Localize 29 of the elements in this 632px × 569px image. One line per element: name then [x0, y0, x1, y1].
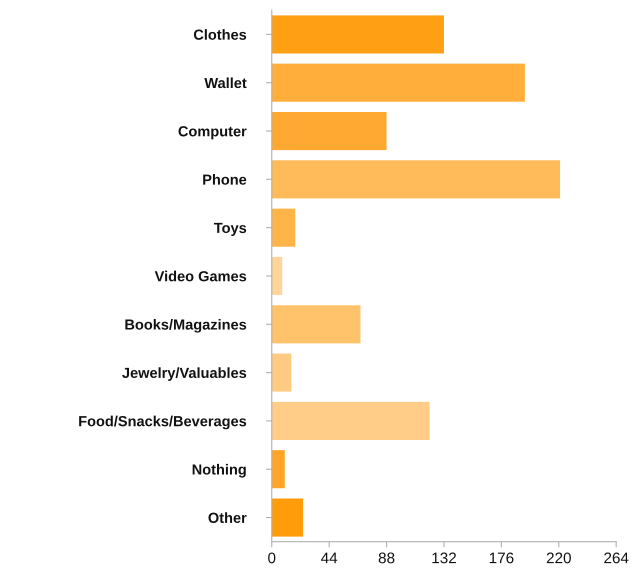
y-tick-label: Nothing: [192, 464, 246, 478]
y-tick-label: Wallet: [204, 77, 247, 88]
y-tick-label: Books/Magazines: [125, 318, 246, 333]
y-tick-label: Video Games: [154, 270, 246, 282]
y-tick-label: Jewelry/Valuables: [122, 367, 246, 381]
bar: [272, 450, 285, 488]
x-tick-label: 88: [378, 552, 394, 564]
y-tick-label: Clothes: [194, 29, 246, 40]
bar: [272, 256, 282, 296]
y-tick-label: Computer: [178, 126, 247, 140]
bar: [272, 354, 292, 392]
x-tick-label: 220: [546, 552, 571, 564]
x-tick-label: 176: [490, 552, 514, 564]
bar: [272, 64, 525, 102]
bar: [272, 208, 296, 247]
bar: [272, 160, 560, 198]
x-tick-label: 44: [321, 552, 338, 564]
bar: [272, 15, 444, 54]
y-tick-label: Phone: [203, 174, 246, 185]
y-tick-label: Food/Snacks/Beverages: [79, 416, 246, 430]
x-tick-label: 0: [268, 552, 276, 564]
y-tick-label: Other: [208, 512, 247, 523]
bar: [272, 402, 430, 440]
bar: [272, 498, 304, 537]
x-tick-label: 132: [432, 552, 456, 564]
bar: [272, 112, 387, 150]
bar: [272, 305, 360, 344]
x-tick-label: 264: [604, 552, 628, 564]
y-tick-label: Toys: [214, 222, 246, 236]
